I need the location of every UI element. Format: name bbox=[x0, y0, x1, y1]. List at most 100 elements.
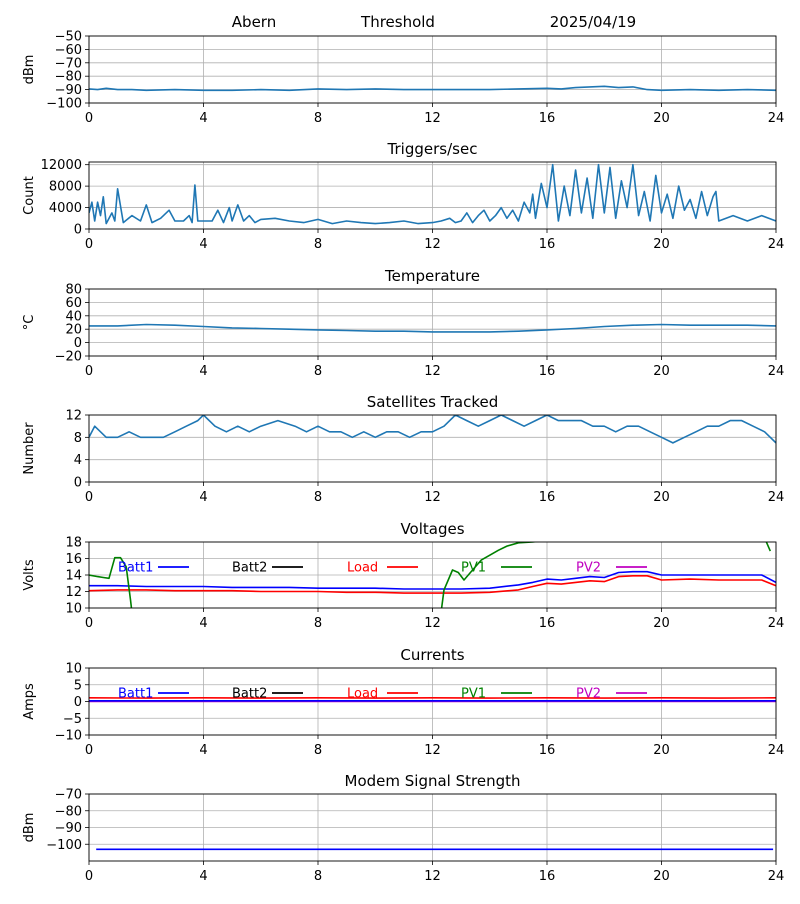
panel-3-y-label: °C bbox=[22, 315, 37, 331]
panel-4-x-tick-label: 0 bbox=[85, 490, 93, 505]
panel-3-y-tick-label: 60 bbox=[65, 296, 82, 311]
panel-2-y-tick-label: 12000 bbox=[41, 158, 82, 173]
panel-5-legend-label-batt2: Batt2 bbox=[232, 561, 267, 576]
panel-1-x-tick-label: 24 bbox=[768, 111, 785, 126]
panel-6-legend-label-pv2: PV2 bbox=[576, 687, 601, 702]
panel-6-legend-label-pv1: PV1 bbox=[461, 687, 486, 702]
panel-6-y-tick-label: 0 bbox=[74, 695, 82, 710]
panel-2-y-tick-label: 0 bbox=[74, 223, 82, 238]
panel-5-x-tick-label: 16 bbox=[539, 616, 556, 631]
header-station: Abern bbox=[232, 13, 276, 31]
panel-3-x-tick-label: 8 bbox=[314, 364, 322, 379]
panel-7-x-tick-label: 20 bbox=[653, 869, 670, 884]
panel-4-x-tick-label: 16 bbox=[539, 490, 556, 505]
panel-4-x-tick-label: 20 bbox=[653, 490, 670, 505]
panel-7-y-tick-label: −90 bbox=[55, 821, 82, 836]
panel-7-title: Modem Signal Strength bbox=[345, 772, 521, 790]
panel-2-y-label: Count bbox=[22, 176, 37, 215]
panel-6-legend-label-load: Load bbox=[347, 687, 378, 702]
panel-3-y-tick-label: 20 bbox=[65, 323, 82, 338]
panel-3-x-tick-label: 4 bbox=[199, 364, 207, 379]
panel-7-x-tick-label: 16 bbox=[539, 869, 556, 884]
panel-2-title: Triggers/sec bbox=[387, 140, 478, 158]
panel-6-y-tick-label: 5 bbox=[74, 678, 82, 693]
panel-7-x-tick-label: 0 bbox=[85, 869, 93, 884]
panel-1-y-tick-label: −50 bbox=[55, 30, 82, 45]
panel-6-x-tick-label: 8 bbox=[314, 743, 322, 758]
panel-5-legend-label-load: Load bbox=[347, 561, 378, 576]
panel-2-x-tick-label: 24 bbox=[768, 237, 785, 252]
panel-6-x-tick-label: 12 bbox=[424, 743, 441, 758]
panel-4-x-tick-label: 12 bbox=[424, 490, 441, 505]
panel-5-x-tick-label: 0 bbox=[85, 616, 93, 631]
panel-1-x-tick-label: 12 bbox=[424, 111, 441, 126]
panel-4-x-tick-label: 24 bbox=[768, 490, 785, 505]
panel-5-x-tick-label: 8 bbox=[314, 616, 322, 631]
panel-2-x-tick-label: 0 bbox=[85, 237, 93, 252]
panel-4-y-tick-label: 12 bbox=[65, 409, 82, 424]
header-date: 2025/04/19 bbox=[550, 13, 636, 31]
panel-6-x-tick-label: 20 bbox=[653, 743, 670, 758]
panel-6-x-tick-label: 16 bbox=[539, 743, 556, 758]
panel-2-x-tick-label: 8 bbox=[314, 237, 322, 252]
panel-3-x-tick-label: 12 bbox=[424, 364, 441, 379]
panel-3-title: Temperature bbox=[384, 267, 480, 285]
panel-6-title: Currents bbox=[400, 646, 464, 664]
panel-6-x-tick-label: 0 bbox=[85, 743, 93, 758]
panel-5-y-tick-label: 18 bbox=[65, 536, 82, 551]
panel-3-y-tick-label: 80 bbox=[65, 283, 82, 298]
panel-3-x-tick-label: 16 bbox=[539, 364, 556, 379]
panel-7-x-tick-label: 4 bbox=[199, 869, 207, 884]
panel-1-y-tick-label: −80 bbox=[55, 70, 82, 85]
panel-3-x-tick-label: 0 bbox=[85, 364, 93, 379]
panel-6-x-tick-label: 24 bbox=[768, 743, 785, 758]
panel-4-y-tick-label: 8 bbox=[74, 431, 82, 446]
panel-1-y-label: dBm bbox=[22, 55, 37, 85]
panel-3-y-tick-label: 40 bbox=[65, 309, 82, 324]
panel-7-x-tick-label: 24 bbox=[768, 869, 785, 884]
panel-3-y-tick-label: −20 bbox=[55, 350, 82, 365]
panel-4-x-tick-label: 4 bbox=[199, 490, 207, 505]
panel-5-x-tick-label: 12 bbox=[424, 616, 441, 631]
panel-5-y-tick-label: 16 bbox=[65, 552, 82, 567]
panel-7-y-tick-label: −100 bbox=[46, 838, 82, 853]
panel-6-y-tick-label: −5 bbox=[63, 712, 82, 727]
panel-6-y-tick-label: −10 bbox=[55, 729, 82, 744]
panel-4-title: Satellites Tracked bbox=[367, 393, 498, 411]
panel-2-x-tick-label: 4 bbox=[199, 237, 207, 252]
panel-2-x-tick-label: 20 bbox=[653, 237, 670, 252]
panel-5-legend-label-pv1: PV1 bbox=[461, 561, 486, 576]
panel-4-y-tick-label: 0 bbox=[74, 476, 82, 491]
panel-4: 0 4 8 12 16 20 24 0 4 8 12 Satellites Tracked Number bbox=[22, 393, 784, 505]
panel-3-x-tick-label: 20 bbox=[653, 364, 670, 379]
panel-6-y-label: Amps bbox=[22, 683, 37, 720]
panel-7-y-label: dBm bbox=[22, 813, 37, 843]
panel-4-y-tick-label: 4 bbox=[74, 453, 82, 468]
panel-1-y-tick-label: −90 bbox=[55, 83, 82, 98]
panel-1-y-tick-label: −70 bbox=[55, 56, 82, 71]
panel-7-x-tick-label: 8 bbox=[314, 869, 322, 884]
panel-5-x-tick-label: 4 bbox=[199, 616, 207, 631]
panel-7-y-tick-label: −80 bbox=[55, 804, 82, 819]
panel-5-legend-label-pv2: PV2 bbox=[576, 561, 601, 576]
panel-6-x-tick-label: 4 bbox=[199, 743, 207, 758]
panel-1-x-tick-label: 0 bbox=[85, 111, 93, 126]
panel-6-y-tick-label: 10 bbox=[65, 662, 82, 677]
panel-7-x-tick-label: 12 bbox=[424, 869, 441, 884]
panel-2-x-tick-label: 16 bbox=[539, 237, 556, 252]
panel-1-y-tick-label: −100 bbox=[46, 97, 82, 112]
panel-5-legend-label-batt1: Batt1 bbox=[118, 561, 153, 576]
panel-3-y-tick-label: 0 bbox=[74, 336, 82, 351]
panel-4-x-tick-label: 8 bbox=[314, 490, 322, 505]
panel-6-legend-label-batt1: Batt1 bbox=[118, 687, 153, 702]
panel-4-y-label: Number bbox=[22, 422, 37, 475]
panel-5-title: Voltages bbox=[400, 520, 464, 538]
panel-5-x-tick-label: 24 bbox=[768, 616, 785, 631]
